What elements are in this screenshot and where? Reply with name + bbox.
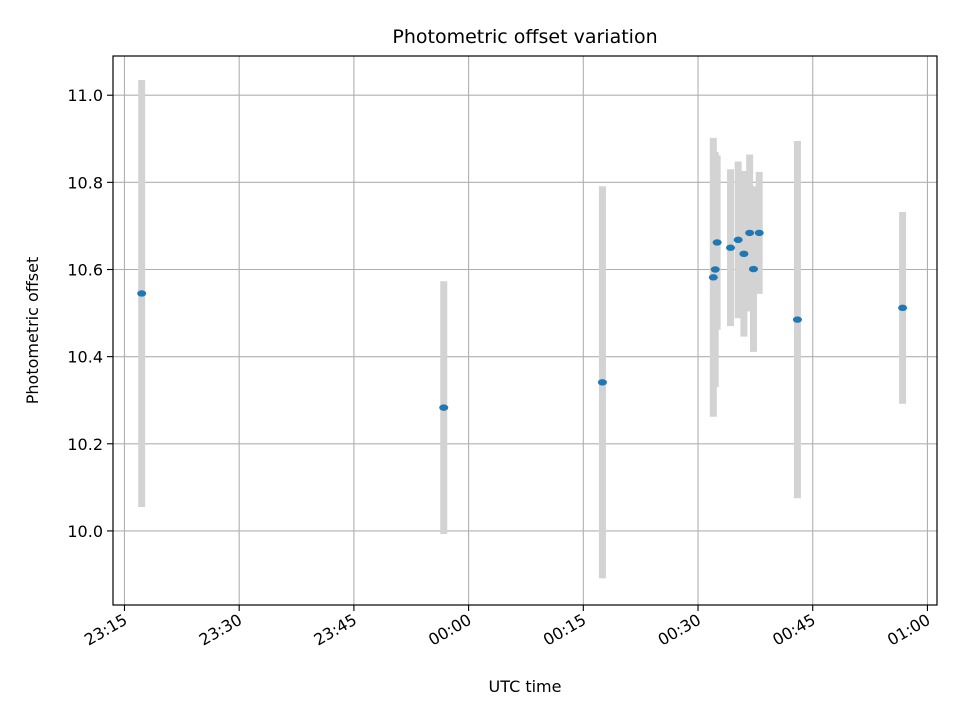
data-point [712, 239, 722, 246]
x-tick-label: 23:45 [310, 610, 359, 650]
data-point [745, 229, 755, 237]
x-tick-label: 01:00 [884, 610, 933, 650]
x-tick-label: 00:00 [425, 610, 474, 650]
data-point [439, 404, 449, 411]
y-tick-label: 11.0 [67, 86, 103, 105]
chart-title: Photometric offset variation [392, 26, 657, 48]
data-points [137, 229, 908, 411]
x-tick-label: 23:30 [196, 610, 245, 650]
y-tick-label: 10.4 [67, 348, 103, 367]
y-axis-title: Photometric offset [23, 257, 42, 405]
y-tick-label: 10.6 [67, 261, 103, 280]
data-point [898, 304, 908, 312]
grid-lines [113, 56, 937, 605]
y-tick-label: 10.0 [67, 522, 103, 541]
plot-frame [112, 55, 938, 606]
data-point [708, 274, 718, 281]
x-tick-label: 00:30 [655, 610, 704, 650]
y-tick-label: 10.2 [67, 435, 103, 454]
data-point [597, 379, 607, 386]
data-point [748, 265, 758, 273]
x-tick-label: 00:45 [769, 610, 818, 650]
data-point [754, 229, 764, 237]
x-axis-ticks: 23:15 23:30 23:45 00:00 00:15 00:30 00:45 01:00 [81, 605, 933, 650]
y-axis-ticks: 10.0 10.2 10.4 10.6 10.8 11.0 [67, 86, 113, 541]
data-point [726, 244, 736, 251]
data-point [733, 236, 743, 244]
x-tick-label: 00:15 [540, 610, 589, 650]
data-point [710, 266, 720, 273]
data-point [739, 250, 749, 258]
x-axis-title: UTC time [489, 677, 562, 696]
error-bars [138, 79, 907, 579]
x-tick-label: 23:15 [81, 610, 130, 650]
y-tick-label: 10.8 [67, 173, 103, 192]
data-point [792, 316, 802, 323]
data-point [137, 290, 147, 297]
